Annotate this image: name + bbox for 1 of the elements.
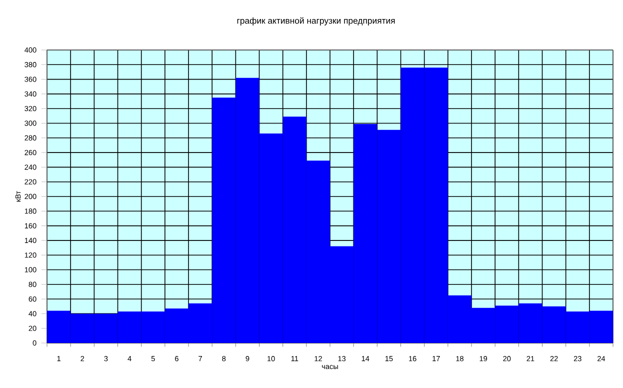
chart-title: график активной нагрузки предприятия	[237, 17, 395, 26]
